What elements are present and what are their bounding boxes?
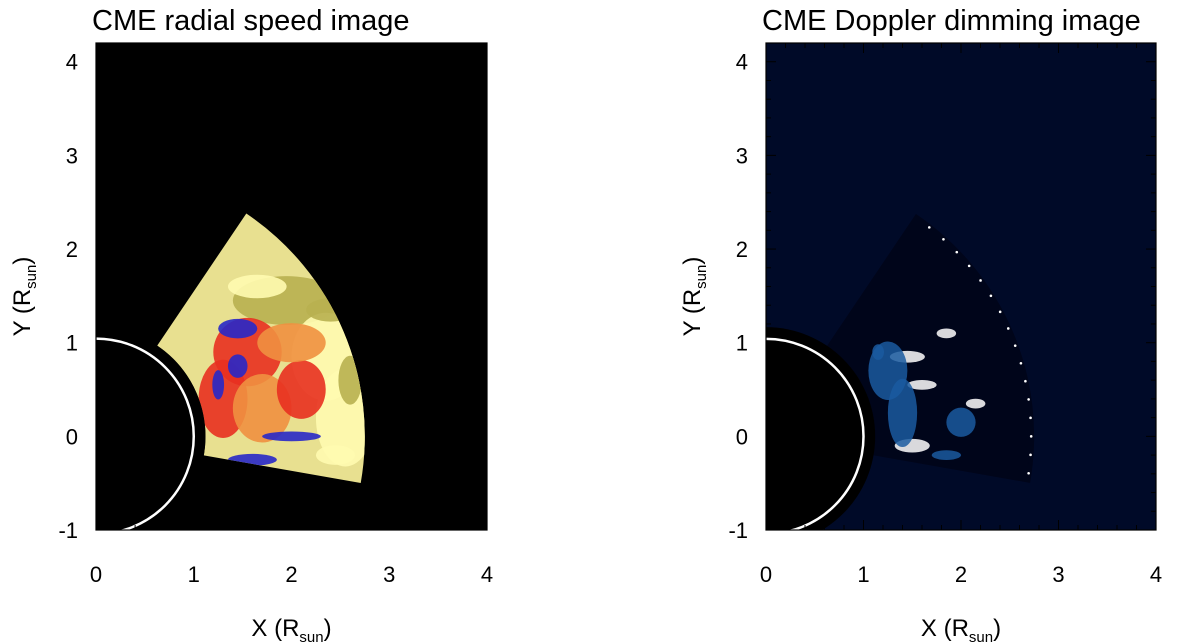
cme-edge-dot: [967, 264, 971, 268]
cme-feature: [227, 274, 287, 299]
x-tick-label: 4: [481, 562, 493, 587]
x-tick-label: 3: [1052, 562, 1064, 587]
cme-structure: [868, 226, 1033, 475]
y-axis: -1 0 1 2 3 4: [728, 42, 1156, 543]
cme-edge-dot: [1013, 344, 1017, 347]
cme-edge-dot: [1027, 398, 1030, 401]
x-tick-label: 2: [955, 562, 967, 587]
cme-edge-dot: [989, 294, 993, 298]
panel-title: CME radial speed image: [92, 5, 410, 37]
cme-structure: [198, 274, 365, 467]
panel-radial-speed: 0 1 2 3 4 -1 0 1 2 3 4 X (Rsun) Y (Rsun) CME radial s…: [9, 5, 493, 644]
cme-feature: [887, 378, 918, 448]
image-area: [766, 214, 1035, 530]
cme-edge-dot: [1029, 435, 1033, 438]
cme-region: [827, 214, 1035, 483]
cme-edge-dot: [927, 226, 931, 229]
x-tick-label: 4: [1150, 562, 1162, 587]
occulter: [96, 326, 206, 530]
y-tick-label: 1: [66, 331, 78, 356]
panel-doppler-dimming: 0 1 2 3 4 -1 0 1 2 3 4 X (Rsun) Y (Rsun) CME Doppler …: [679, 5, 1162, 644]
cme-edge-dot: [979, 279, 982, 282]
cme-edge-dot: [1019, 361, 1023, 365]
cme-feature: [212, 370, 225, 400]
cme-feature: [262, 431, 321, 442]
cme-feature: [931, 450, 961, 460]
cme-edge-dot: [1027, 471, 1030, 475]
occulter: [766, 327, 876, 530]
cme-edge-dot: [955, 250, 959, 254]
x-axis-label: X (Rsun): [251, 615, 331, 644]
y-tick-label: 3: [66, 143, 78, 168]
x-tick-label: 1: [188, 562, 200, 587]
solar-limb-circle: [96, 337, 195, 530]
y-tick-label: 4: [66, 50, 78, 75]
cme-edge-dot: [1029, 453, 1032, 457]
y-tick-label: 3: [736, 143, 748, 168]
x-tick-label: 0: [90, 562, 102, 587]
cme-feature: [907, 379, 937, 390]
x-axis-label: X (Rsun): [921, 615, 1001, 644]
y-tick-label: -1: [728, 518, 748, 543]
x-tick-label: 0: [760, 562, 772, 587]
cme-feature: [946, 407, 976, 437]
y-axis-label: Y (Rsun): [679, 257, 710, 337]
cme-feature: [276, 360, 326, 419]
cme-edge-dot: [998, 310, 1002, 314]
x-tick-label: 1: [857, 562, 869, 587]
y-tick-label: 2: [66, 237, 78, 262]
x-axis: 0 1 2 3 4: [760, 43, 1162, 587]
solar-limb-circle: [766, 337, 865, 530]
cme-feature: [227, 354, 248, 378]
y-tick-label: 0: [66, 424, 78, 449]
cme-feature: [218, 318, 258, 339]
x-axis: 0 1 2 3 4: [90, 43, 493, 587]
y-tick-label: 2: [736, 237, 748, 262]
cme-edge-dot: [1024, 379, 1027, 383]
y-axis-label: Y (Rsun): [9, 257, 40, 337]
y-tick-label: 0: [736, 424, 748, 449]
x-tick-label: 3: [383, 562, 395, 587]
cme-feature: [965, 398, 986, 409]
y-tick-label: -1: [58, 518, 78, 543]
y-tick-label: 4: [736, 50, 748, 75]
cme-feature: [232, 374, 292, 443]
cme-edge-dot: [1006, 327, 1010, 330]
cme-edge-dot: [1029, 416, 1032, 420]
cme-edge-dot: [942, 237, 945, 241]
image-area: [96, 213, 365, 530]
cme-feature: [315, 445, 356, 465]
y-axis: -1 0 1 2 3 4: [58, 42, 487, 543]
x-tick-label: 2: [285, 562, 297, 587]
panel-title: CME Doppler dimming image: [762, 5, 1141, 37]
cme-feature: [936, 328, 957, 339]
y-tick-label: 1: [736, 331, 748, 356]
cme-feature: [257, 323, 326, 363]
